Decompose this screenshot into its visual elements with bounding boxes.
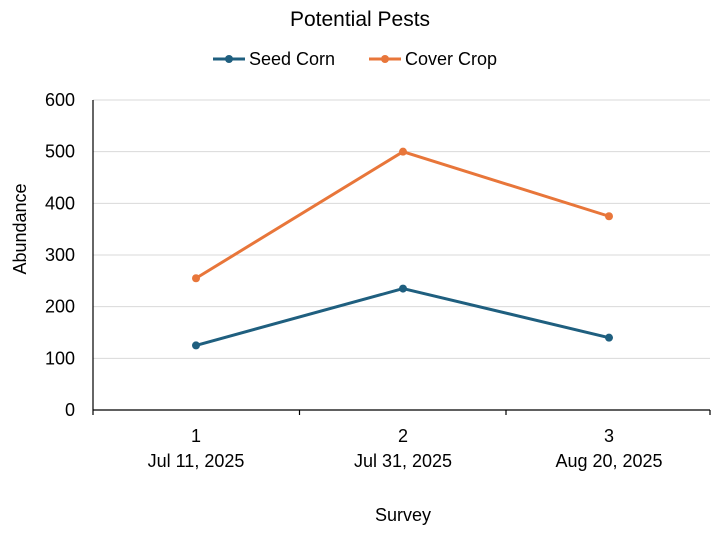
data-point-cover-crop bbox=[605, 212, 613, 221]
legend: Seed Corn Cover Crop bbox=[213, 49, 497, 69]
series-seed-corn bbox=[192, 284, 613, 350]
x-tick-survey-number: 2 bbox=[398, 426, 408, 446]
gridlines bbox=[93, 99, 710, 359]
y-tick-label: 600 bbox=[45, 90, 75, 110]
y-tick-label: 400 bbox=[45, 193, 75, 213]
data-point-cover-crop bbox=[192, 274, 200, 283]
series-cover-crop bbox=[192, 147, 613, 283]
data-point-seed-corn bbox=[399, 284, 407, 293]
y-tick-label: 500 bbox=[45, 142, 75, 162]
x-tick-survey-number: 1 bbox=[191, 426, 201, 446]
x-tick-date: Jul 11, 2025 bbox=[148, 451, 245, 471]
x-tick-date: Jul 31, 2025 bbox=[354, 451, 452, 471]
legend-item-cover-crop: Cover Crop bbox=[369, 49, 497, 69]
x-tick-date: Aug 20, 2025 bbox=[555, 451, 662, 471]
series-line-seed-corn bbox=[195, 287, 610, 347]
legend-swatch-marker bbox=[225, 55, 233, 63]
data-point-seed-corn bbox=[605, 333, 613, 342]
legend-label: Cover Crop bbox=[405, 49, 497, 69]
chart-title: Potential Pests bbox=[290, 8, 430, 31]
series-line-cover-crop bbox=[195, 150, 610, 280]
x-tick-survey-number: 3 bbox=[604, 426, 614, 446]
legend-label: Seed Corn bbox=[249, 49, 335, 69]
y-axis-ticks: 0 100 200 300 400 500 600 bbox=[45, 90, 75, 420]
data-point-cover-crop bbox=[399, 147, 407, 156]
data-point-seed-corn bbox=[192, 341, 200, 350]
y-tick-label: 0 bbox=[65, 400, 75, 420]
x-axis-label: Survey bbox=[375, 505, 431, 525]
legend-swatch-marker bbox=[381, 55, 389, 63]
y-tick-label: 200 bbox=[45, 297, 75, 317]
legend-item-seed-corn: Seed Corn bbox=[213, 49, 335, 69]
x-axis-ticks: 1 Jul 11, 2025 2 Jul 31, 2025 3 Aug 20, 2025 bbox=[92, 410, 711, 471]
y-tick-label: 100 bbox=[45, 348, 75, 368]
y-axis-label: Abundance bbox=[10, 183, 30, 274]
series-layer bbox=[192, 147, 613, 350]
y-tick-label: 300 bbox=[45, 245, 75, 265]
